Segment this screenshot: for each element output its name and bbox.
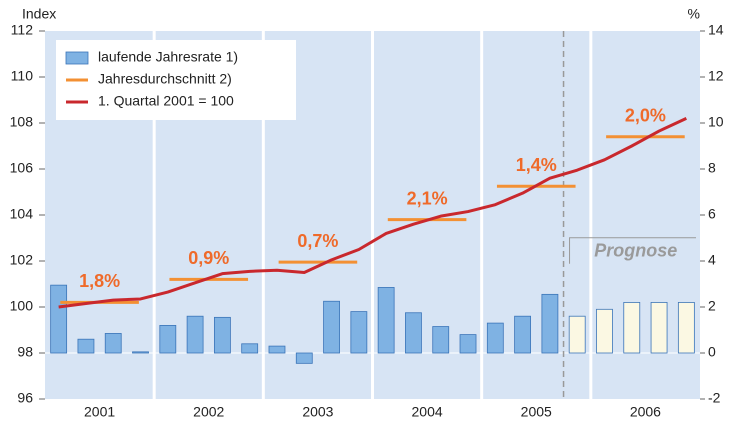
legend-swatch xyxy=(65,51,89,65)
x-tick-label: 2005 xyxy=(521,404,552,420)
y-tick-label: 108 xyxy=(10,114,34,130)
bar xyxy=(104,333,122,354)
bar xyxy=(323,300,340,354)
x-tick-label: 2003 xyxy=(302,404,333,420)
y2-tick-label: 4 xyxy=(708,252,716,268)
bar xyxy=(350,311,368,354)
bar xyxy=(377,287,395,354)
y-tick-label: 100 xyxy=(10,298,34,314)
y-tick-label: 102 xyxy=(10,252,34,268)
bar xyxy=(50,284,68,354)
y-tick-label: 104 xyxy=(10,206,34,222)
bar xyxy=(405,312,422,354)
annotation: 1,8% xyxy=(79,271,120,291)
x-tick-label: 2006 xyxy=(630,404,661,420)
y2-tick-label: 10 xyxy=(708,114,724,130)
legend-label: 1. Quartal 2001 = 100 xyxy=(98,93,234,109)
bar xyxy=(432,326,450,354)
bar xyxy=(132,351,149,354)
y2-tick-label: 12 xyxy=(708,68,724,84)
annotation: 2,0% xyxy=(625,106,666,126)
y2-tick-label: 6 xyxy=(708,206,716,222)
y2-axis-label: % xyxy=(688,6,700,22)
annotation: 0,9% xyxy=(188,248,229,268)
bar xyxy=(596,308,613,354)
y-tick-label: 110 xyxy=(11,68,34,84)
bar xyxy=(159,324,177,354)
annotation: 2,1% xyxy=(407,188,448,208)
y2-tick-label: -2 xyxy=(708,390,721,406)
index-line xyxy=(58,117,687,309)
x-tick-label: 2002 xyxy=(193,404,224,420)
y-axis-label: Index xyxy=(22,6,56,22)
bar xyxy=(77,338,95,354)
forecast-label: Prognose xyxy=(594,241,677,261)
bar xyxy=(568,315,586,354)
forecast-bracket xyxy=(569,237,696,264)
y2-tick-label: 0 xyxy=(708,344,716,360)
bar xyxy=(241,343,259,354)
y-tick-label: 106 xyxy=(10,160,34,176)
bar xyxy=(514,315,532,354)
legend-label: laufende Jahresrate 1) xyxy=(98,49,238,65)
y2-tick-label: 8 xyxy=(708,160,716,176)
bar xyxy=(486,322,504,354)
x-tick-label: 2001 xyxy=(84,404,115,420)
y-tick-label: 96 xyxy=(17,390,33,406)
bar xyxy=(541,293,559,354)
y-tick-label: 98 xyxy=(17,344,33,360)
legend-box xyxy=(56,40,296,120)
bar xyxy=(213,316,231,354)
bar xyxy=(677,301,695,354)
bar xyxy=(186,315,204,354)
legend-label: Jahresdurchschnitt 2) xyxy=(98,71,232,87)
annotation: 1,4% xyxy=(516,155,557,175)
bar xyxy=(295,352,313,364)
bar xyxy=(650,301,668,354)
y2-tick-label: 2 xyxy=(708,298,716,314)
y2-tick-label: 14 xyxy=(708,22,724,38)
bar xyxy=(268,345,286,354)
annotation: 0,7% xyxy=(297,231,338,251)
y-tick-label: 112 xyxy=(11,22,34,38)
bar xyxy=(459,334,477,354)
x-tick-label: 2004 xyxy=(412,404,443,420)
bar xyxy=(623,301,641,354)
